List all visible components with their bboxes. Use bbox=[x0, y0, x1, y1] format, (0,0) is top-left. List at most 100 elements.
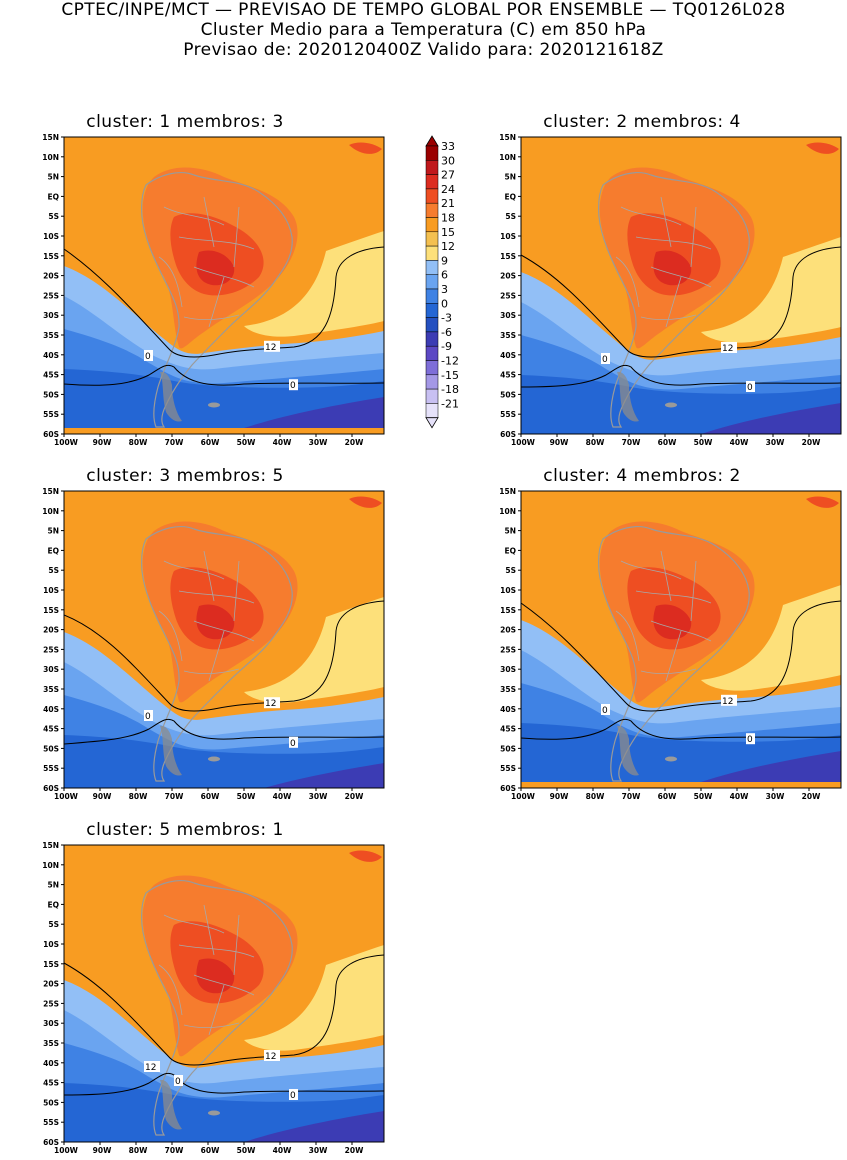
latitude-label: 10S bbox=[43, 940, 59, 949]
country-border bbox=[640, 314, 697, 321]
latitude-label: 20S bbox=[500, 272, 516, 281]
contour-0 bbox=[64, 364, 384, 386]
latitude-label: EQ bbox=[48, 546, 60, 555]
colorbar-swatch bbox=[425, 174, 439, 190]
latitude-label: 60S bbox=[500, 430, 516, 439]
latitude-label: 45S bbox=[43, 725, 59, 734]
country-border bbox=[660, 196, 672, 248]
country-border bbox=[203, 904, 215, 956]
country-border bbox=[635, 590, 712, 604]
contour-12 bbox=[64, 246, 384, 358]
country-border bbox=[158, 256, 183, 308]
longitude-label: 20W bbox=[802, 438, 821, 447]
longitude-label: 50W bbox=[694, 438, 713, 447]
coastline bbox=[141, 526, 293, 782]
temperature-map: 12 12 0 0 15N 10N 5N EQ 5S 10S 15S 20S 25S 30S 35S 40S 4… bbox=[42, 841, 385, 1155]
latitude-label: 5S bbox=[505, 566, 516, 575]
falkland-islands bbox=[208, 756, 220, 762]
map-panel-cluster-4: cluster: 4 membros: 2 bbox=[457, 466, 787, 806]
latitude-label: 5N bbox=[48, 881, 60, 890]
colorbar-swatch bbox=[425, 288, 439, 304]
latitude-label: EQ bbox=[505, 546, 517, 555]
longitude-label: 70W bbox=[165, 792, 184, 801]
temperature-map: 12 0 0 15N 10N 5N EQ 5S 10S 15S 20S 25S 30S 35S 40S 45S… bbox=[42, 487, 385, 801]
latitude-label: 45S bbox=[43, 371, 59, 380]
longitude-label: 70W bbox=[165, 1146, 184, 1155]
latitude-label: EQ bbox=[505, 192, 517, 201]
country-border bbox=[233, 914, 240, 976]
contour-label: 12 bbox=[722, 344, 733, 354]
contour-label: 0 bbox=[290, 1091, 296, 1101]
latitude-label: 10N bbox=[42, 153, 59, 162]
colorbar-label: 9 bbox=[441, 254, 448, 267]
falkland-islands bbox=[208, 1110, 220, 1116]
latitude-label: 40S bbox=[43, 705, 59, 714]
contour-label: 0 bbox=[145, 712, 151, 722]
map-panel-cluster-5: cluster: 5 membros: 1 bbox=[0, 820, 330, 1160]
longitude-label: 30W bbox=[309, 1146, 328, 1155]
latitude-label: 20S bbox=[43, 626, 59, 635]
latitude-label: 30S bbox=[43, 1019, 59, 1028]
colorbar-label: -6 bbox=[441, 326, 452, 339]
latitude-label: 35S bbox=[43, 1039, 59, 1048]
panel-title: cluster: 4 membros: 2 bbox=[543, 466, 741, 486]
map-panel-cluster-1: cluster: 1 membros: 3 bbox=[0, 112, 330, 452]
country-border bbox=[203, 196, 215, 248]
falkland-islands bbox=[665, 402, 677, 408]
contour-label: 12 bbox=[265, 1052, 276, 1062]
temperature-band bbox=[349, 142, 382, 154]
coastline bbox=[141, 880, 293, 1136]
temperature-band bbox=[701, 237, 841, 343]
colorbar-swatch bbox=[425, 260, 439, 275]
country-border bbox=[615, 256, 640, 308]
contour-0 bbox=[521, 718, 841, 740]
colorbar-label: -9 bbox=[441, 340, 452, 353]
contour-label: 0 bbox=[747, 735, 753, 745]
temperature-field bbox=[521, 491, 841, 788]
longitude-label: 30W bbox=[309, 792, 328, 801]
colorbar-label: 24 bbox=[441, 183, 455, 196]
colorbar-label: 21 bbox=[441, 197, 455, 210]
latitude-label: 10N bbox=[42, 507, 59, 516]
latitude-label: 5N bbox=[48, 173, 60, 182]
longitude-label: 60W bbox=[201, 1146, 220, 1155]
colorbar-swatch bbox=[425, 188, 439, 204]
longitude-label: 80W bbox=[129, 1146, 148, 1155]
patagonia-relief bbox=[617, 725, 639, 776]
contour-12 bbox=[64, 600, 384, 712]
latitude-label: 55S bbox=[43, 1118, 59, 1127]
colorbar-swatch bbox=[425, 360, 439, 376]
latitude-label: 45S bbox=[500, 371, 516, 380]
temperature-field bbox=[64, 491, 384, 788]
patagonia-relief bbox=[160, 371, 182, 422]
longitude-label: 90W bbox=[93, 438, 112, 447]
latitude-label: 25S bbox=[43, 291, 59, 300]
longitude-label: 50W bbox=[237, 792, 256, 801]
latitude-label: 50S bbox=[43, 390, 59, 399]
temperature-band bbox=[701, 751, 841, 782]
patagonia-relief bbox=[617, 371, 639, 422]
country-border bbox=[690, 560, 697, 622]
temperature-band bbox=[701, 585, 841, 691]
country-border bbox=[233, 560, 240, 622]
latitude-label: 15N bbox=[499, 487, 516, 496]
colorbar-swatch bbox=[425, 317, 439, 333]
contour-label: 0 bbox=[290, 381, 296, 391]
latitude-label: 5S bbox=[48, 212, 59, 221]
contour-label: 0 bbox=[602, 355, 608, 365]
latitude-label: 55S bbox=[500, 764, 516, 773]
country-border bbox=[660, 550, 672, 602]
country-border bbox=[178, 944, 255, 958]
map-panel-cluster-2: cluster: 2 membros: 4 bbox=[457, 112, 787, 452]
country-border bbox=[208, 276, 225, 328]
latitude-label: 60S bbox=[43, 430, 59, 439]
latitude-label: 60S bbox=[43, 784, 59, 793]
latitude-label: 35S bbox=[500, 331, 516, 340]
longitude-label: 30W bbox=[309, 438, 328, 447]
latitude-label: 25S bbox=[43, 999, 59, 1008]
longitude-label: 100W bbox=[511, 438, 536, 447]
latitude-label: 25S bbox=[500, 291, 516, 300]
colorbar-label: 33 bbox=[441, 140, 455, 153]
country-border bbox=[178, 590, 255, 604]
latitude-label: 10S bbox=[500, 586, 516, 595]
